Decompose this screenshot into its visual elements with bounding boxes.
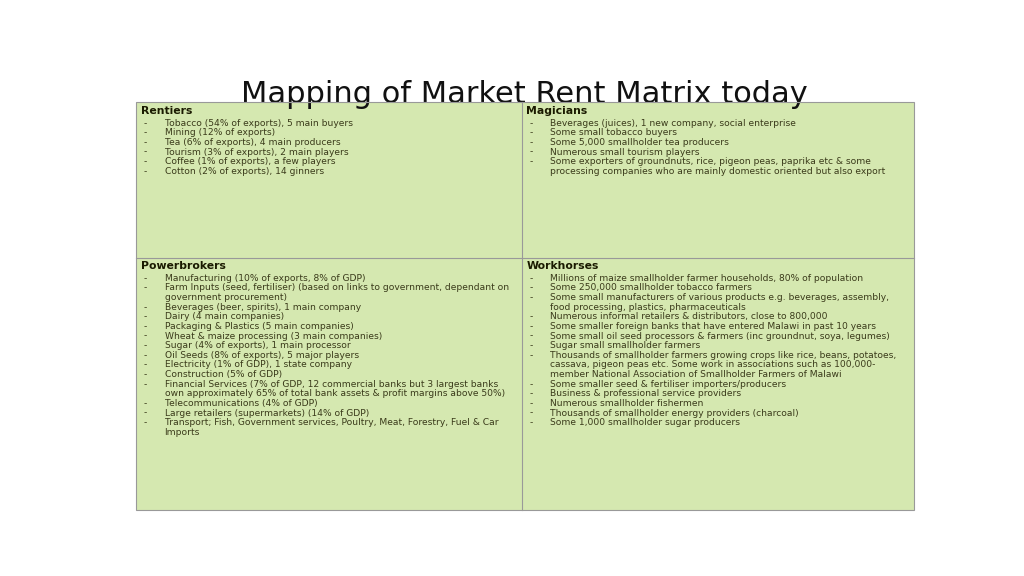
Text: -: -	[143, 322, 147, 331]
Text: cassava, pigeon peas etc. Some work in associations such as 100,000-: cassava, pigeon peas etc. Some work in a…	[550, 361, 876, 369]
Text: own approximately 65% of total bank assets & profit margins above 50%): own approximately 65% of total bank asse…	[165, 389, 505, 399]
Text: -: -	[143, 351, 147, 360]
Text: -: -	[529, 380, 532, 389]
Text: Some smaller foreign banks that have entered Malawi in past 10 years: Some smaller foreign banks that have ent…	[550, 322, 877, 331]
Text: -: -	[529, 399, 532, 408]
Text: -: -	[143, 128, 147, 137]
Text: Thousands of smallholder energy providers (charcoal): Thousands of smallholder energy provider…	[550, 408, 799, 418]
Text: -: -	[529, 274, 532, 283]
Text: -: -	[143, 408, 147, 418]
Text: Magicians: Magicians	[526, 106, 588, 116]
Text: Some small tobacco buyers: Some small tobacco buyers	[550, 128, 677, 137]
Text: Beverages (beer, spirits), 1 main company: Beverages (beer, spirits), 1 main compan…	[165, 303, 360, 312]
Text: Some exporters of groundnuts, rice, pigeon peas, paprika etc & some: Some exporters of groundnuts, rice, pige…	[550, 157, 871, 166]
Text: Large retailers (supermarkets) (14% of GDP): Large retailers (supermarkets) (14% of G…	[165, 408, 369, 418]
Text: -: -	[529, 128, 532, 137]
Text: -: -	[529, 389, 532, 399]
Text: -: -	[143, 341, 147, 350]
Text: Mining (12% of exports): Mining (12% of exports)	[165, 128, 274, 137]
Bar	[521, 257, 913, 510]
Text: -: -	[529, 351, 532, 360]
Text: Tea (6% of exports), 4 main producers: Tea (6% of exports), 4 main producers	[165, 138, 340, 147]
Text: Millions of maize smallholder farmer households, 80% of population: Millions of maize smallholder farmer hou…	[550, 274, 863, 283]
Text: Telecommunications (4% of GDP): Telecommunications (4% of GDP)	[165, 399, 317, 408]
Text: food processing, plastics, pharmaceuticals: food processing, plastics, pharmaceutica…	[550, 303, 745, 312]
Text: Thousands of smallholder farmers growing crops like rice, beans, potatoes,: Thousands of smallholder farmers growing…	[550, 351, 896, 360]
Text: Some small manufacturers of various products e.g. beverages, assembly,: Some small manufacturers of various prod…	[550, 293, 889, 302]
Text: Sugar (4% of exports), 1 main processor: Sugar (4% of exports), 1 main processor	[165, 341, 350, 350]
Text: -: -	[143, 119, 147, 128]
Text: -: -	[143, 147, 147, 157]
Text: -: -	[529, 147, 532, 157]
Text: Mapping of Market Rent Matrix today: Mapping of Market Rent Matrix today	[242, 80, 808, 109]
Text: Transport; Fish, Government services, Poultry, Meat, Forestry, Fuel & Car: Transport; Fish, Government services, Po…	[165, 418, 498, 427]
Text: -: -	[143, 167, 147, 176]
Text: Packaging & Plastics (5 main companies): Packaging & Plastics (5 main companies)	[165, 322, 353, 331]
Text: Some 5,000 smallholder tea producers: Some 5,000 smallholder tea producers	[550, 138, 729, 147]
Text: Some 1,000 smallholder sugar producers: Some 1,000 smallholder sugar producers	[550, 418, 740, 427]
Text: -: -	[143, 370, 147, 379]
Text: -: -	[529, 341, 532, 350]
Text: Electricity (1% of GDP), 1 state company: Electricity (1% of GDP), 1 state company	[165, 361, 351, 369]
Text: Dairy (4 main companies): Dairy (4 main companies)	[165, 312, 284, 321]
Text: -: -	[529, 332, 532, 340]
Text: processing companies who are mainly domestic oriented but also export: processing companies who are mainly dome…	[550, 167, 886, 176]
Text: -: -	[529, 119, 532, 128]
Text: -: -	[529, 293, 532, 302]
Text: -: -	[143, 332, 147, 340]
Text: Manufacturing (10% of exports, 8% of GDP): Manufacturing (10% of exports, 8% of GDP…	[165, 274, 365, 283]
Text: Oil Seeds (8% of exports), 5 major players: Oil Seeds (8% of exports), 5 major playe…	[165, 351, 358, 360]
Text: Rentiers: Rentiers	[140, 106, 193, 116]
Text: Some 250,000 smallholder tobacco farmers: Some 250,000 smallholder tobacco farmers	[550, 283, 752, 293]
Text: -: -	[529, 312, 532, 321]
Bar	[521, 103, 913, 257]
Text: -: -	[143, 138, 147, 147]
Text: -: -	[143, 312, 147, 321]
Text: Powerbrokers: Powerbrokers	[140, 262, 225, 271]
Text: Tobacco (54% of exports), 5 main buyers: Tobacco (54% of exports), 5 main buyers	[165, 119, 352, 128]
Text: -: -	[529, 322, 532, 331]
Text: -: -	[143, 380, 147, 389]
Text: Imports: Imports	[165, 428, 200, 437]
Text: Business & professional service providers: Business & professional service provider…	[550, 389, 741, 399]
Text: -: -	[529, 418, 532, 427]
Text: Tourism (3% of exports), 2 main players: Tourism (3% of exports), 2 main players	[165, 147, 348, 157]
Text: Wheat & maize processing (3 main companies): Wheat & maize processing (3 main compani…	[165, 332, 382, 340]
Text: Numerous informal retailers & distributors, close to 800,000: Numerous informal retailers & distributo…	[550, 312, 827, 321]
Text: -: -	[143, 418, 147, 427]
Text: member National Association of Smallholder Farmers of Malawi: member National Association of Smallhold…	[550, 370, 842, 379]
Text: Some smaller seed & fertiliser importers/producers: Some smaller seed & fertiliser importers…	[550, 380, 786, 389]
Text: Numerous small tourism players: Numerous small tourism players	[550, 147, 699, 157]
Text: -: -	[529, 138, 532, 147]
Text: Numerous smallholder fishermen: Numerous smallholder fishermen	[550, 399, 703, 408]
Text: Beverages (juices), 1 new company, social enterprise: Beverages (juices), 1 new company, socia…	[550, 119, 796, 128]
Text: -: -	[143, 361, 147, 369]
Text: -: -	[143, 399, 147, 408]
Bar	[136, 103, 521, 257]
Text: Farm Inputs (seed, fertiliser) (based on links to government, dependant on: Farm Inputs (seed, fertiliser) (based on…	[165, 283, 509, 293]
Text: -: -	[143, 303, 147, 312]
Text: Workhorses: Workhorses	[526, 262, 599, 271]
Text: -: -	[143, 157, 147, 166]
Text: government procurement): government procurement)	[165, 293, 287, 302]
Text: Financial Services (7% of GDP, 12 commercial banks but 3 largest banks: Financial Services (7% of GDP, 12 commer…	[165, 380, 498, 389]
Bar	[136, 257, 521, 510]
Text: -: -	[529, 408, 532, 418]
Text: Some small oil seed processors & farmers (inc groundnut, soya, legumes): Some small oil seed processors & farmers…	[550, 332, 890, 340]
Text: Construction (5% of GDP): Construction (5% of GDP)	[165, 370, 282, 379]
Text: Sugar small smallholder farmers: Sugar small smallholder farmers	[550, 341, 700, 350]
Text: -: -	[143, 274, 147, 283]
Text: -: -	[143, 283, 147, 293]
Text: Cotton (2% of exports), 14 ginners: Cotton (2% of exports), 14 ginners	[165, 167, 324, 176]
Text: -: -	[529, 283, 532, 293]
Text: Coffee (1% of exports), a few players: Coffee (1% of exports), a few players	[165, 157, 335, 166]
Text: -: -	[529, 157, 532, 166]
